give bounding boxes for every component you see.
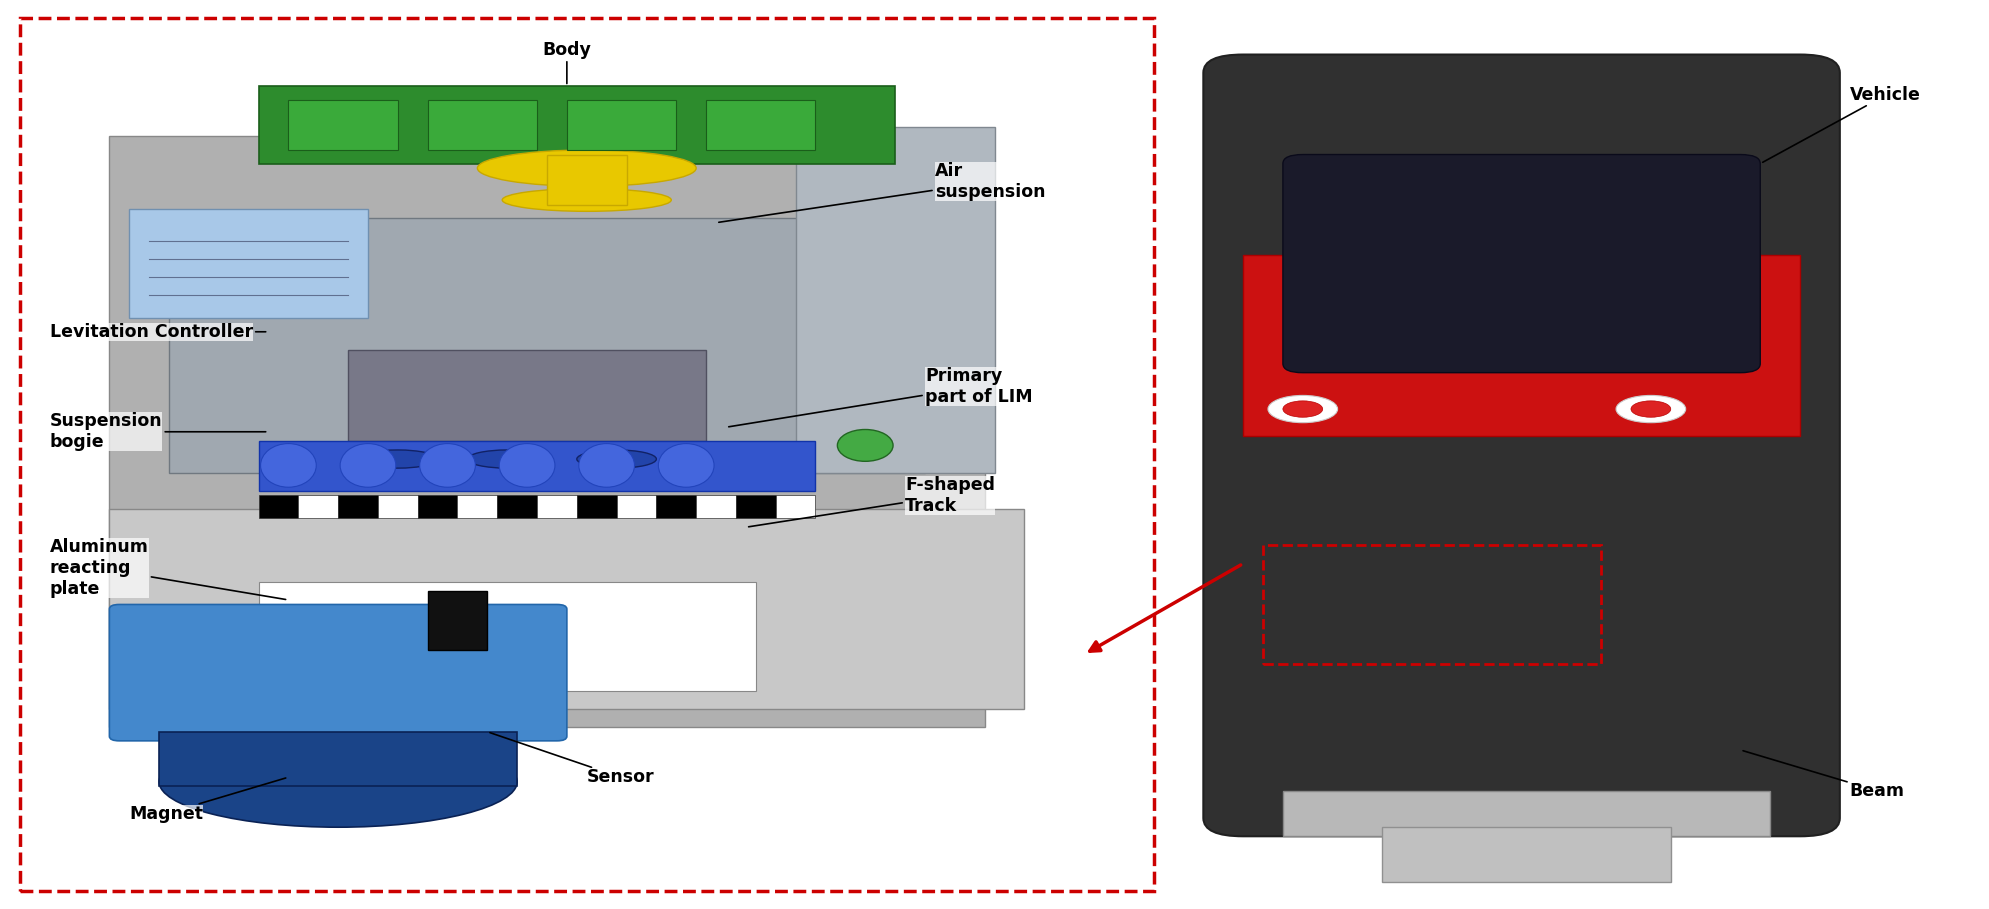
Text: Sensor: Sensor	[489, 733, 654, 786]
Text: Magnet: Magnet	[129, 778, 286, 823]
Text: Air
suspension: Air suspension	[718, 163, 1046, 223]
Bar	[428, 591, 487, 650]
Bar	[776, 495, 815, 518]
Bar	[1283, 791, 1770, 836]
Ellipse shape	[1631, 401, 1671, 417]
Bar	[259, 582, 756, 691]
FancyBboxPatch shape	[109, 604, 567, 741]
Bar	[259, 441, 815, 491]
Bar	[20, 18, 1154, 891]
Bar	[567, 100, 676, 150]
FancyBboxPatch shape	[1203, 55, 1840, 836]
FancyBboxPatch shape	[109, 509, 1024, 709]
Bar	[1382, 827, 1671, 882]
Ellipse shape	[261, 444, 316, 487]
FancyBboxPatch shape	[109, 136, 985, 727]
Bar	[298, 495, 338, 518]
Ellipse shape	[467, 450, 547, 468]
Ellipse shape	[579, 444, 634, 487]
Bar	[497, 495, 537, 518]
Bar	[129, 209, 368, 318]
Text: Beam: Beam	[1742, 751, 1905, 800]
Ellipse shape	[420, 444, 475, 487]
Bar	[259, 495, 298, 518]
Bar	[706, 100, 815, 150]
Bar	[547, 155, 627, 205]
Ellipse shape	[658, 444, 714, 487]
Bar	[696, 495, 736, 518]
Bar	[457, 495, 497, 518]
Bar	[348, 350, 706, 441]
Ellipse shape	[358, 450, 438, 468]
Text: Vehicle: Vehicle	[1762, 86, 1921, 163]
Bar	[418, 495, 457, 518]
Ellipse shape	[1615, 395, 1685, 423]
Bar	[617, 495, 656, 518]
Ellipse shape	[837, 429, 893, 462]
Bar	[1243, 255, 1800, 436]
Bar	[736, 495, 776, 518]
Ellipse shape	[1283, 401, 1323, 417]
Ellipse shape	[1269, 395, 1337, 423]
Bar	[159, 732, 517, 786]
Text: Body: Body	[543, 41, 591, 84]
Bar	[288, 100, 398, 150]
Bar	[577, 495, 617, 518]
Ellipse shape	[499, 444, 555, 487]
Bar	[259, 86, 895, 164]
Ellipse shape	[477, 150, 696, 186]
Text: Aluminum
reacting
plate: Aluminum reacting plate	[50, 538, 286, 599]
Ellipse shape	[340, 444, 396, 487]
FancyBboxPatch shape	[796, 127, 994, 473]
Bar	[537, 495, 577, 518]
Text: Primary
part of LIM: Primary part of LIM	[728, 367, 1032, 427]
Bar	[428, 100, 537, 150]
Text: Levitation Controller: Levitation Controller	[50, 323, 267, 341]
Text: Suspension
bogie: Suspension bogie	[50, 413, 267, 451]
Bar	[1263, 545, 1601, 664]
Ellipse shape	[577, 450, 656, 468]
Bar	[656, 495, 696, 518]
FancyBboxPatch shape	[1283, 155, 1760, 373]
Ellipse shape	[159, 736, 517, 827]
Bar	[169, 218, 925, 473]
Text: F-shaped
Track: F-shaped Track	[748, 476, 994, 527]
Ellipse shape	[501, 189, 670, 212]
Bar	[378, 495, 418, 518]
Bar	[338, 495, 378, 518]
